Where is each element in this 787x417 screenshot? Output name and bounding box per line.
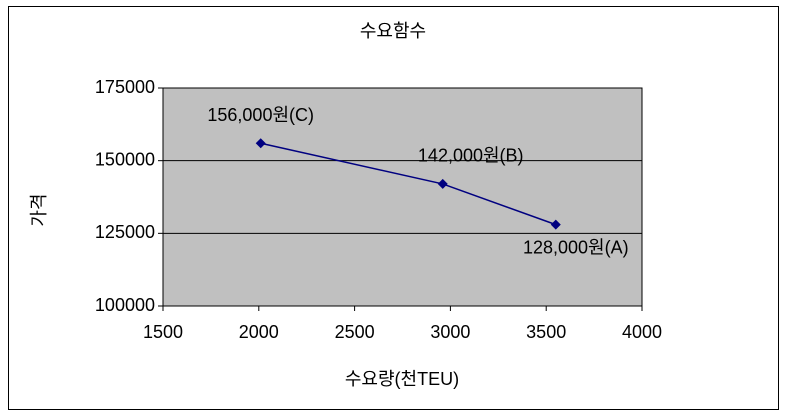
x-tick-label: 1500 (143, 322, 183, 342)
chart-title: 수요함수 (360, 21, 426, 41)
data-point (550, 219, 561, 230)
y-axis-label: 가격 (29, 193, 49, 226)
plot-border (162, 87, 643, 307)
y-tick-label: 175000 (95, 77, 155, 97)
data-point (255, 138, 266, 149)
data-label: 142,000원(B) (418, 146, 524, 166)
x-tick-label: 3000 (430, 322, 470, 342)
data-label: 128,000원(A) (523, 237, 629, 257)
x-axis-label: 수요량(천TEU) (345, 369, 459, 389)
y-tick-label: 150000 (95, 149, 155, 169)
x-tick-label: 3500 (526, 322, 566, 342)
x-tick-label: 2500 (335, 322, 375, 342)
x-tick-label: 4000 (622, 322, 662, 342)
y-tick-label: 100000 (95, 295, 155, 315)
data-label: 156,000원(C) (207, 105, 314, 125)
y-tick-label: 125000 (95, 222, 155, 242)
data-point (437, 178, 448, 189)
x-tick-label: 2000 (239, 322, 279, 342)
plot-area (163, 88, 642, 306)
